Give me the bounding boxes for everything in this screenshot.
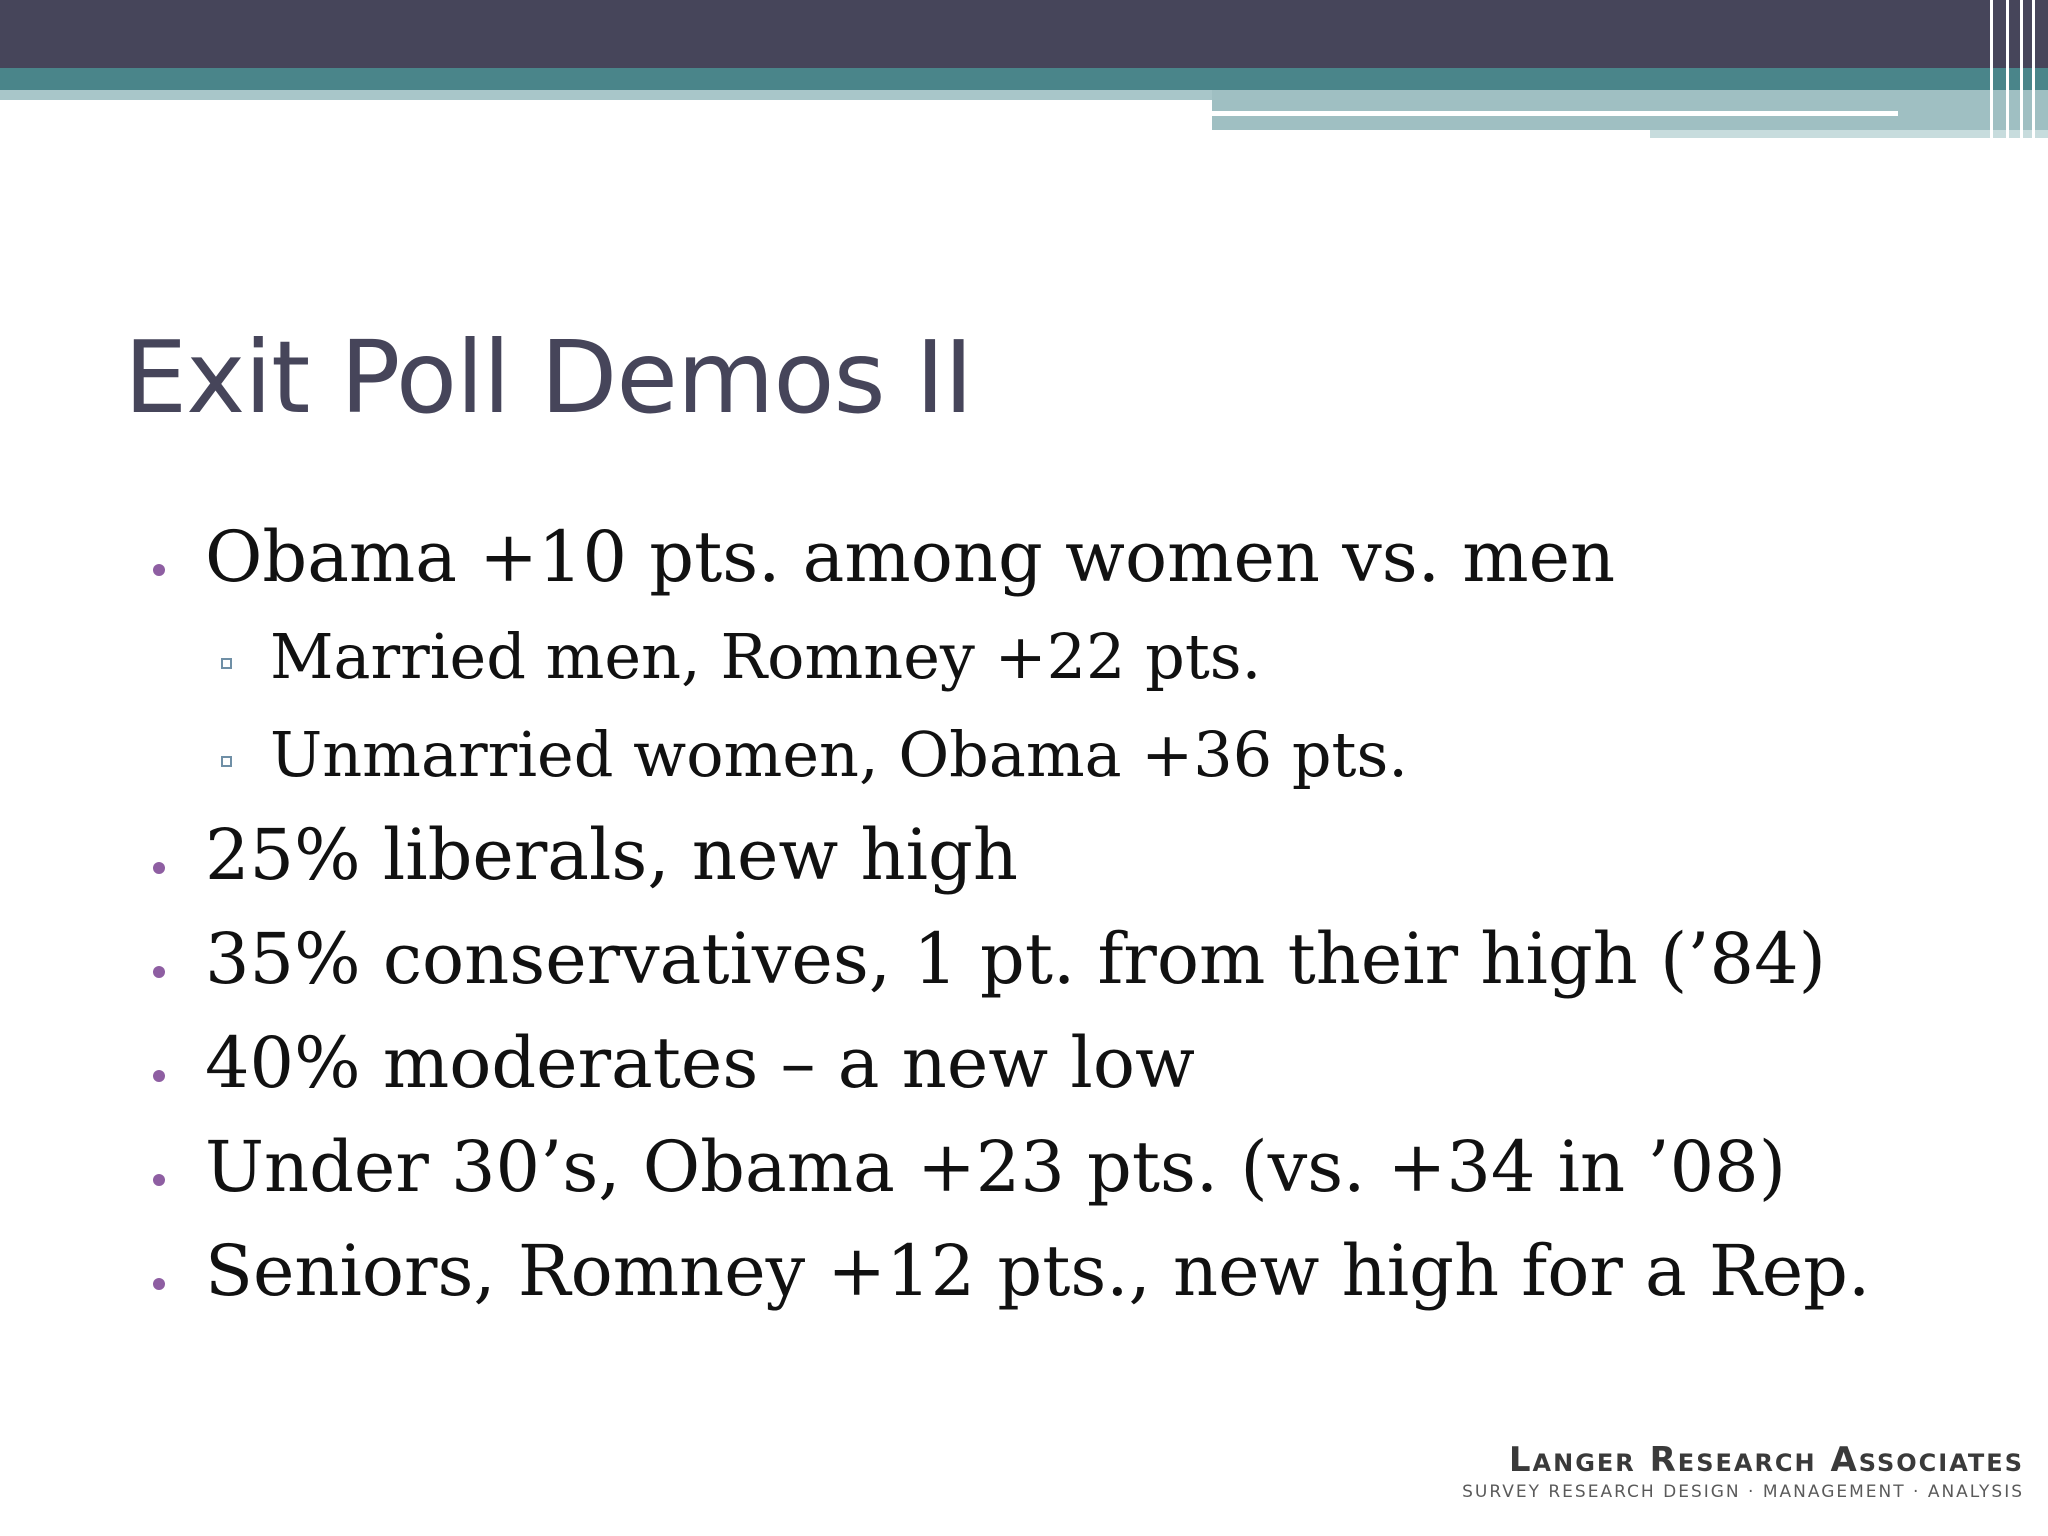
header-band-step-lower: [1650, 130, 2048, 138]
bullet-dot: [153, 862, 165, 874]
sub-bullet-square: [221, 658, 232, 669]
bullet-dot: [153, 1174, 165, 1186]
bullet-item: Under 30’s, Obama +23 pts. (vs. +34 in ’…: [205, 1126, 1787, 1208]
bullet-item: Seniors, Romney +12 pts., new high for a…: [205, 1230, 1871, 1312]
bullet-dot: [153, 1070, 165, 1082]
header-stripe: [2006, 0, 2009, 138]
bullet-item: 35% conservatives, 1 pt. from their high…: [205, 918, 1826, 1000]
header-stripe: [1990, 0, 1993, 138]
company-logo: Langer Research Associates SURVEY RESEAR…: [1462, 1440, 2024, 1504]
bullet-item: 25% liberals, new high: [205, 814, 1018, 896]
bullet-dot: [153, 966, 165, 978]
sub-bullet-item: Married men, Romney +22 pts.: [270, 620, 1262, 693]
header-white-line: [1212, 111, 1898, 116]
header-band-step: [1212, 90, 2048, 130]
sub-bullet-square: [221, 756, 232, 767]
logo-name: Langer Research Associates: [1508, 1440, 2024, 1480]
header-stripe: [2032, 0, 2035, 138]
slide-title: Exit Poll Demos II: [124, 319, 973, 436]
bullet-dot: [153, 564, 165, 576]
bullet-item: 40% moderates – a new low: [205, 1022, 1195, 1104]
bullet-item: Obama +10 pts. among women vs. men: [205, 516, 1616, 598]
header-band-light: [0, 90, 1212, 100]
sub-bullet-item: Unmarried women, Obama +36 pts.: [270, 718, 1408, 791]
header-stripe: [2020, 0, 2023, 138]
header-band-teal: [0, 68, 2048, 90]
header-band-dark: [0, 0, 2048, 68]
logo-tagline: SURVEY RESEARCH DESIGN · MANAGEMENT · AN…: [1462, 1482, 2024, 1502]
bullet-dot: [153, 1278, 165, 1290]
